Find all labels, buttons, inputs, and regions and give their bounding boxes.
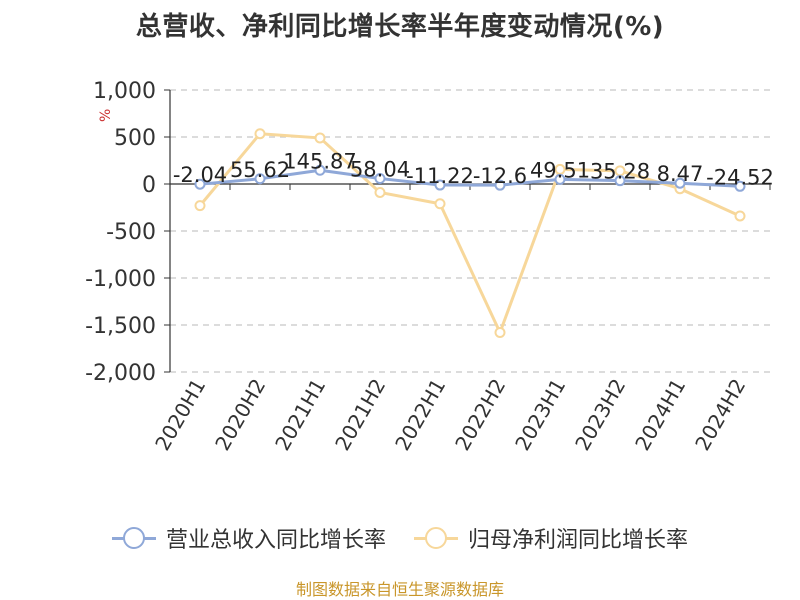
data-label: -11.22 xyxy=(406,164,474,188)
series-line xyxy=(199,168,741,188)
legend-item-revenue[interactable]: 营业总收入同比增长率 xyxy=(111,522,386,554)
y-tick-label: -1,500 xyxy=(85,314,156,339)
data-point xyxy=(314,132,326,144)
y-tick-label: -1,000 xyxy=(85,267,156,292)
data-point xyxy=(494,179,506,191)
chart-title: 总营收、净利同比增长率半年度变动情况(%) xyxy=(135,12,665,42)
data-point xyxy=(374,186,386,198)
data-label: 55.62 xyxy=(230,158,290,182)
data-label: 58.04 xyxy=(350,158,410,182)
data-label: 145.87 xyxy=(283,149,356,173)
y-tick-label: -500 xyxy=(106,220,156,245)
y-tick-label: -2,000 xyxy=(85,361,156,386)
series-profit xyxy=(194,128,746,339)
legend-label-profit: 归母净利润同比增长率 xyxy=(468,528,689,553)
data-point xyxy=(614,175,626,187)
data-point xyxy=(734,210,746,222)
data-point xyxy=(314,164,326,176)
y-tick-label: 500 xyxy=(114,126,156,151)
legend-item-profit[interactable]: 归母净利润同比增长率 xyxy=(414,522,688,554)
data-point xyxy=(434,198,446,210)
legend-label-revenue: 营业总收入同比增长率 xyxy=(165,528,386,553)
data-point xyxy=(674,177,686,189)
data-label: -2.04 xyxy=(173,163,227,187)
data-point xyxy=(254,128,266,140)
x-tick-label: 2024H2 xyxy=(690,375,750,455)
x-tick-label: 2024H1 xyxy=(630,375,690,455)
x-tick-labels: 2020H1 2020H2 2021H1 2021H2 2022H1 2022H2 2023… xyxy=(150,375,750,455)
x-tick-label: 2022H1 xyxy=(390,375,450,455)
x-tick-label: 2021H1 xyxy=(270,375,330,455)
x-tick-label: 2023H2 xyxy=(570,375,630,455)
y-tick-label: 0 xyxy=(142,173,156,198)
x-tick-label: 2023H1 xyxy=(510,375,570,455)
data-point xyxy=(254,173,266,185)
data-point xyxy=(374,173,386,185)
data-point xyxy=(194,178,206,190)
data-point xyxy=(434,179,446,191)
data-label: 49.51 xyxy=(530,158,590,182)
data-point xyxy=(494,327,506,339)
data-label: -24.52 xyxy=(706,165,774,189)
data-label: 8.47 xyxy=(657,162,704,186)
x-tick-label: 2021H2 xyxy=(330,375,390,455)
x-tick-label: 2020H2 xyxy=(210,375,270,455)
legend: 营业总收入同比增长率 归母净利润同比增长率 xyxy=(0,522,800,554)
x-tick-label: 2022H2 xyxy=(450,375,510,455)
series-line xyxy=(198,132,741,335)
y-tick-label: 1,000 xyxy=(93,79,156,104)
y-tick-labels: 1,000 500 0 -500 -1,000 -1,500 -2,000 xyxy=(85,79,156,386)
data-label: 35.28 xyxy=(590,160,650,184)
legend-swatch-profit xyxy=(414,526,458,550)
x-tick-label: 2020H1 xyxy=(150,375,210,455)
grid-lines xyxy=(170,89,770,373)
series-revenue xyxy=(194,164,746,192)
data-point xyxy=(554,173,566,185)
data-label: -12.6 xyxy=(473,164,527,188)
data-point xyxy=(194,200,206,212)
legend-swatch-revenue xyxy=(111,526,156,550)
source-note: 制图数据来自恒生聚源数据库 xyxy=(295,580,504,599)
unit-label: % xyxy=(98,108,114,122)
data-point xyxy=(734,180,746,192)
